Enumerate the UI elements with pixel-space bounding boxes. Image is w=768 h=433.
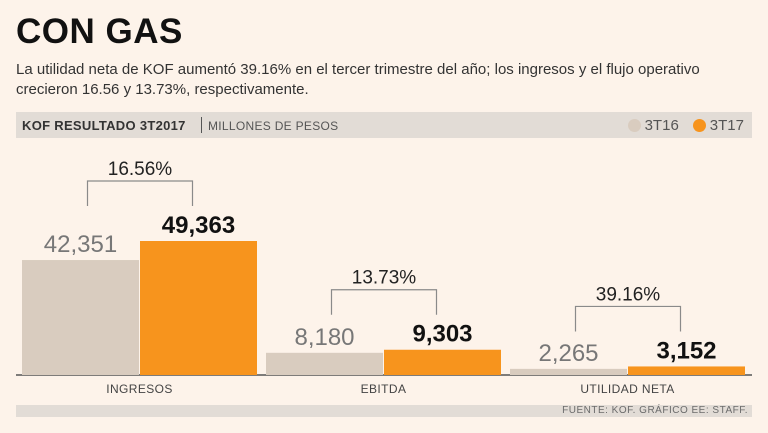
legend-swatch-prev — [627, 118, 641, 132]
legend-item-prev: 3T16 — [627, 116, 679, 134]
legend-label-curr: 3T17 — [709, 116, 744, 134]
bar-3t17-1 — [384, 349, 501, 375]
bar-3t17-0 — [140, 241, 257, 375]
growth-label-1: 13.73% — [352, 268, 417, 289]
band-title: KOF RESULTADO 3T2017 — [22, 118, 186, 133]
band-separator — [201, 117, 202, 133]
source-note: FUENTE: KOF. GRÁFICO EE: STAFF. — [562, 405, 748, 416]
chart-subtitle: La utilidad neta de KOF aumentó 39.16% e… — [16, 61, 700, 98]
legend: 3T16 3T17 — [614, 115, 744, 135]
value-label-3t16-2: 2,265 — [538, 340, 598, 367]
bar-3t16-0 — [22, 260, 139, 375]
value-label-3t16-0: 42,351 — [44, 231, 117, 258]
band-unit: MILLONES DE PESOS — [208, 119, 339, 133]
chart-header-band: KOF RESULTADO 3T2017 MILLONES DE PESOS 3… — [16, 112, 752, 138]
legend-swatch-curr — [692, 118, 706, 132]
growth-bracket-0 — [86, 180, 194, 206]
legend-label-prev: 3T16 — [644, 116, 679, 134]
value-label-3t17-1: 9,303 — [412, 321, 472, 348]
footer-band: FUENTE: KOF. GRÁFICO EE: STAFF. — [16, 405, 752, 417]
growth-bracket-2 — [574, 305, 682, 332]
category-label-1: EBITDA — [361, 382, 407, 396]
value-label-3t16-1: 8,180 — [294, 324, 354, 351]
growth-bracket-1 — [330, 289, 438, 315]
category-label-2: UTILIDAD NETA — [580, 382, 674, 396]
value-label-3t17-2: 3,152 — [656, 337, 716, 364]
bar-3t16-2 — [510, 368, 627, 375]
value-label-3t17-0: 49,363 — [162, 212, 235, 239]
bar-3t16-1 — [266, 352, 383, 375]
bar-3t17-2 — [628, 366, 745, 375]
legend-item-curr: 3T17 — [692, 116, 744, 134]
category-label-0: INGRESOS — [106, 382, 173, 396]
chart-title: CON GAS — [16, 12, 183, 51]
growth-label-0: 16.56% — [108, 159, 173, 180]
growth-label-2: 39.16% — [596, 284, 661, 305]
